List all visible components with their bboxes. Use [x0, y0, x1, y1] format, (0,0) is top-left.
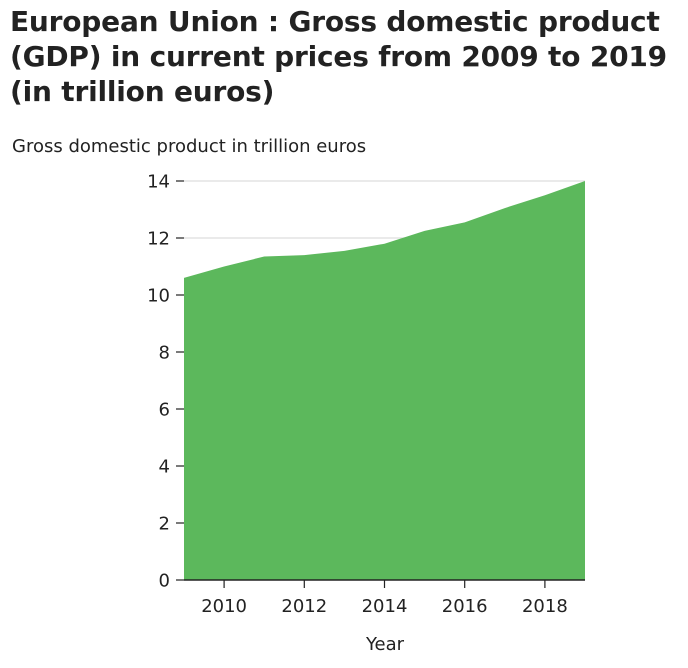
x-axis-ticks: 2010 2012 2014 2016 2018 [201, 580, 568, 617]
y-tick-label: 4 [159, 457, 170, 478]
y-tick-label: 12 [147, 229, 170, 250]
y-axis-ticks: 0 2 4 6 8 10 12 14 [147, 172, 184, 592]
chart-title: European Union : Gross domestic product … [10, 5, 667, 108]
y-tick-label: 14 [147, 172, 170, 193]
y-tick-label: 6 [159, 400, 170, 421]
x-tick-label: 2012 [281, 596, 327, 617]
x-tick-label: 2010 [201, 596, 247, 617]
plot-area [184, 181, 585, 580]
y-axis-title: Gross domestic product in trillion euros [12, 136, 367, 157]
y-tick-label: 8 [159, 343, 170, 364]
y-tick-label: 10 [147, 286, 170, 307]
x-tick-label: 2016 [442, 596, 488, 617]
gdp-area-series [184, 181, 585, 580]
x-tick-label: 2014 [362, 596, 408, 617]
x-tick-label: 2018 [522, 596, 568, 617]
y-tick-label: 0 [159, 571, 170, 592]
x-axis-title: Year [365, 634, 405, 655]
y-tick-label: 2 [159, 514, 170, 535]
